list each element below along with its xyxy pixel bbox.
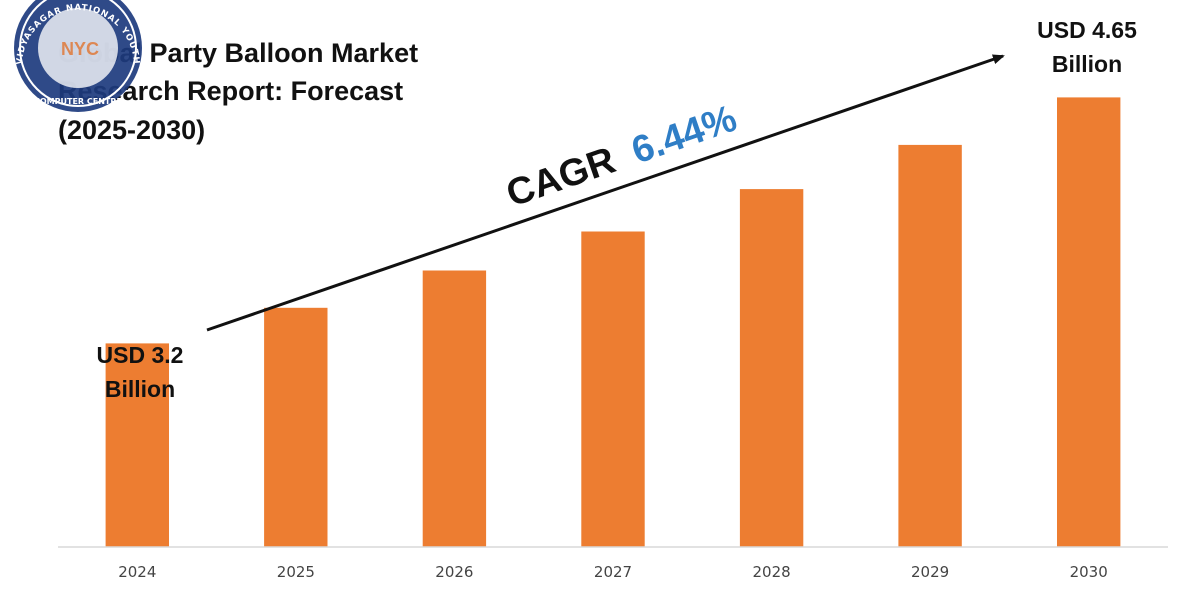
organization-logo: VIDYASAGAR NATIONAL YOUTH COMPUTER CENTR… [14,0,142,112]
x-tick-label-2028: 2028 [753,563,791,581]
x-tick-label-2025: 2025 [277,563,315,581]
x-tick-label-2024: 2024 [118,563,156,581]
x-tick-label-2029: 2029 [911,563,949,581]
bar-2025 [264,307,328,547]
x-axis-ticks: 2024 2025 2026 2027 2028 2029 2030 [118,563,1108,581]
end-value-line-2: Billion [1052,51,1122,77]
bars-layer [105,97,1121,548]
bar-2024 [105,343,169,547]
end-value-line-1: USD 4.65 [1037,17,1137,43]
title-line-3: (2025-2030) [58,115,205,145]
start-value-label: USD 3.2 Billion [97,342,184,402]
bar-2027 [581,231,645,547]
bar-2029 [898,144,962,547]
bar-2028 [739,189,804,547]
end-value-label: USD 4.65 Billion [1037,17,1137,77]
start-value-line-2: Billion [105,376,175,402]
x-tick-label-2026: 2026 [435,563,473,581]
cagr-trend-arrow [206,54,1005,332]
logo-bottom-text: COMPUTER CENTRE [34,97,122,106]
x-tick-label-2030: 2030 [1070,563,1108,581]
bar-2026 [422,270,487,547]
cagr-value: 6.44% [626,98,742,173]
start-value-line-1: USD 3.2 [97,342,184,368]
x-tick-label-2027: 2027 [594,563,632,581]
cagr-label: CAGR [501,139,620,215]
cagr-annotation: CAGR 6.44% [501,98,742,216]
bar-2030 [1057,97,1121,548]
logo-mark: NYC [61,39,99,59]
